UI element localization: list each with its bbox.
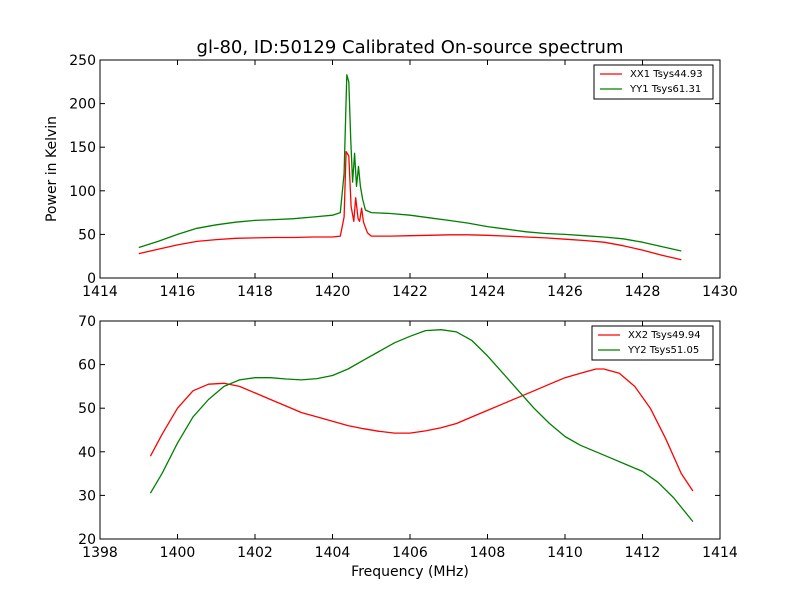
chart-title: gl-80, ID:50129 Calibrated On-source spe…: [197, 37, 624, 58]
bottom-x-tick-label: 1410: [547, 545, 583, 561]
top-legend-label-xx1: XX1 Tsys44.93: [630, 69, 703, 80]
bottom-x-tick-label: 1408: [470, 545, 506, 561]
bottom-legend-box: [591, 325, 714, 361]
top-series-group: [138, 74, 682, 261]
bottom-x-tick-label: 1406: [392, 545, 428, 561]
top-x-tick-label: 1422: [392, 284, 428, 300]
bottom-x-axis-label: Frequency (MHz): [351, 564, 469, 580]
bottom-panel: 1398 1400 1402 1404 1406 1408 1410 1412 1414 20 30…: [78, 314, 738, 580]
top-x-tick-label: 1416: [160, 284, 196, 300]
bottom-series-line-1: [149, 329, 694, 523]
top-x-tick-label: 1414: [82, 284, 118, 300]
top-y-tick-label: 150: [69, 140, 96, 156]
top-y-tick-label: 250: [69, 53, 96, 69]
top-x-tick-label: 1428: [625, 284, 661, 300]
bottom-legend: XX2 Tsys49.94 YY2 Tsys51.05: [591, 325, 714, 361]
top-ticks-group: 1414 1416 1418 1420 1422 1424 1426 1428 1430 0 50 1…: [69, 53, 738, 300]
top-legend-label-yy1: YY1 Tsys61.31: [629, 84, 701, 95]
top-x-tick-label: 1424: [470, 284, 506, 300]
top-y-tick-label: 50: [78, 227, 96, 243]
bottom-x-tick-label: 1414: [702, 545, 738, 561]
top-series-line-0: [138, 150, 682, 261]
top-x-tick-label: 1418: [237, 284, 273, 300]
bottom-y-tick-label: 70: [78, 314, 96, 330]
bottom-x-tick-label: 1400: [160, 545, 196, 561]
bottom-legend-label-xx2: XX2 Tsys49.94: [628, 330, 701, 341]
top-x-tick-label: 1430: [702, 284, 738, 300]
bottom-series-line-0: [149, 368, 694, 492]
bottom-x-tick-label: 1402: [237, 545, 273, 561]
bottom-x-tick-label: 1404: [315, 545, 351, 561]
top-series-line-1: [138, 74, 682, 252]
bottom-legend-label-yy2: YY2 Tsys51.05: [627, 345, 699, 356]
bottom-y-tick-label: 30: [78, 488, 96, 504]
top-y-tick-label: 0: [87, 271, 96, 287]
bottom-x-tick-label: 1412: [625, 545, 661, 561]
bottom-y-tick-label: 40: [78, 445, 96, 461]
bottom-y-tick-label: 60: [78, 358, 96, 374]
top-y-tick-label: 200: [69, 97, 96, 113]
top-panel: 1414 1416 1418 1420 1422 1424 1426 1428 1430 0 50 1…: [44, 53, 738, 300]
bottom-x-tick-label: 1398: [82, 545, 118, 561]
top-y-axis-label: Power in Kelvin: [44, 116, 60, 222]
top-legend-box: [593, 64, 714, 100]
top-y-tick-label: 100: [69, 184, 96, 200]
bottom-series-group: [149, 329, 694, 523]
bottom-y-tick-label: 50: [78, 401, 96, 417]
bottom-ticks-group: 1398 1400 1402 1404 1406 1408 1410 1412 1414 20 30…: [78, 314, 738, 561]
top-x-tick-label: 1420: [315, 284, 351, 300]
top-x-tick-label: 1426: [547, 284, 583, 300]
top-legend: XX1 Tsys44.93 YY1 Tsys61.31: [593, 64, 714, 100]
bottom-y-tick-label: 20: [78, 532, 96, 548]
